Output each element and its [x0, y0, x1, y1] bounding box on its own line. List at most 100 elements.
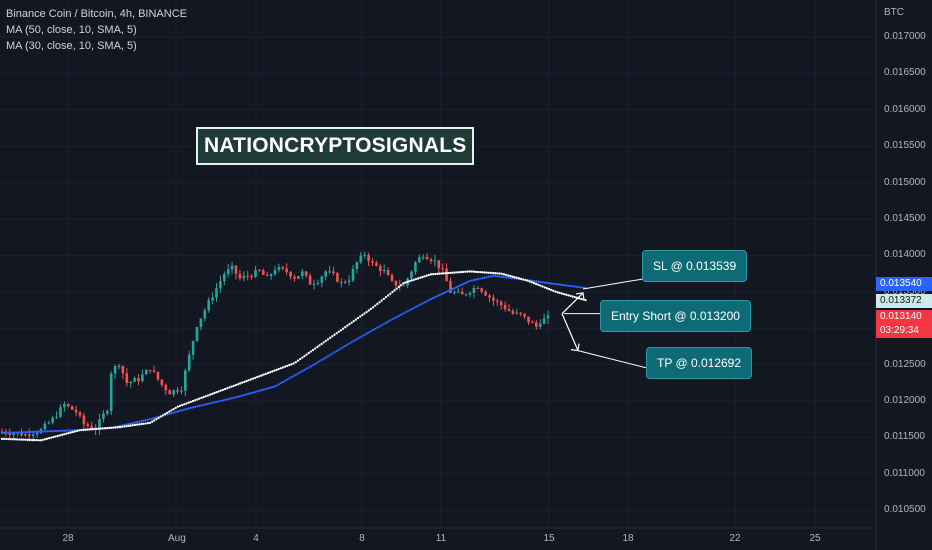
ma-point [260, 374, 263, 377]
ma-point [344, 326, 347, 329]
ma-point [45, 437, 49, 440]
ma-point [30, 438, 34, 442]
ma-point [264, 372, 267, 375]
ma-point [324, 356, 328, 359]
candle-body [191, 341, 195, 355]
entry-short-callout[interactable]: Entry Short @ 0.013200 [600, 300, 751, 332]
ma-point [397, 314, 400, 318]
ma-point [200, 404, 203, 407]
candle-body [250, 276, 253, 278]
ma-point [217, 390, 220, 393]
time-tick-label: Aug [168, 533, 186, 544]
ma-point [69, 429, 72, 432]
ma-point [125, 423, 128, 426]
ma-point [281, 380, 285, 384]
ma-point [206, 402, 210, 406]
stop-loss-connector [582, 278, 644, 290]
candle-body [28, 434, 31, 437]
ma-point [539, 280, 542, 284]
ma-point [281, 366, 285, 369]
ma50-legend[interactable]: MA (50, close, 10, SMA, 5) [6, 24, 137, 36]
ma-point [288, 377, 291, 380]
candle-body [113, 366, 117, 374]
candle-body [367, 254, 370, 262]
ma-point [118, 425, 122, 429]
ma-point [474, 270, 478, 273]
time-tick-label: 4 [253, 533, 259, 544]
ma-point [541, 281, 544, 284]
ma-point [552, 282, 555, 285]
time-tick-label: 18 [622, 533, 634, 544]
ma-point [67, 431, 70, 435]
ma-point [266, 371, 270, 375]
ma-point [277, 367, 280, 371]
ma-point [299, 357, 302, 361]
ma-point [56, 434, 59, 438]
ma-point [425, 274, 428, 277]
ma-point [558, 291, 561, 295]
candle-body [453, 292, 456, 294]
ma-point [65, 432, 68, 435]
bar-countdown-tag: 03:29:34 [876, 324, 932, 338]
ma-point [140, 422, 143, 426]
ma-point [86, 428, 89, 431]
candle-body [499, 301, 503, 306]
candle-body [230, 265, 234, 270]
ma-point [129, 422, 132, 425]
ma-point [549, 288, 553, 292]
ma-point [447, 271, 450, 275]
ma-point [142, 422, 145, 425]
candle-body [254, 270, 257, 277]
candle-body [47, 422, 51, 424]
ma-point [470, 279, 473, 282]
ma-point [37, 439, 40, 442]
ma-point [52, 435, 55, 439]
ma-point [133, 423, 137, 427]
candle-body [203, 310, 207, 319]
candle-body [51, 417, 54, 423]
ma-point [144, 422, 147, 425]
take-profit-callout[interactable]: TP @ 0.012692 [646, 347, 753, 379]
ma-point [571, 285, 574, 288]
ma-point [438, 293, 441, 297]
ma-point [410, 308, 413, 311]
ma30-price-tag: 0.013372 [876, 294, 932, 308]
candle-body [176, 390, 179, 392]
ma-point [41, 438, 44, 442]
ma-point [256, 375, 259, 379]
ma-point [168, 412, 171, 415]
ma-point [50, 430, 53, 433]
ma-point [232, 384, 235, 388]
ma-point [63, 433, 66, 436]
ma-point [54, 429, 57, 433]
ma-point [528, 280, 531, 283]
ma-point [494, 272, 497, 275]
symbol-title[interactable]: Binance Coin / Bitcoin, 4h, BINANCE [6, 8, 187, 20]
ma-point [206, 394, 210, 397]
ma-point [120, 425, 124, 428]
ma-point [7, 431, 10, 434]
candle-body [394, 280, 398, 286]
candle-body [109, 373, 113, 412]
ma-point [15, 438, 19, 441]
candle-body [488, 295, 491, 298]
ma-point [193, 405, 197, 409]
ma-point [271, 370, 274, 373]
ma-point [569, 294, 572, 298]
stop-loss-callout[interactable]: SL @ 0.013539 [642, 250, 748, 282]
ma-point [419, 276, 422, 279]
ma-point [354, 318, 358, 321]
ma-point [580, 286, 583, 289]
ma-point [196, 398, 199, 401]
ma-point [198, 404, 201, 408]
ma30-legend[interactable]: MA (30, close, 10, SMA, 5) [6, 40, 137, 52]
ma-point [406, 310, 409, 313]
ma-point [170, 409, 173, 412]
ma-point [339, 347, 343, 350]
ma-point [481, 277, 484, 280]
ma-point [485, 276, 488, 279]
ma-point [146, 422, 150, 425]
stop-loss-arrow [561, 292, 584, 315]
candle-body [285, 268, 288, 272]
